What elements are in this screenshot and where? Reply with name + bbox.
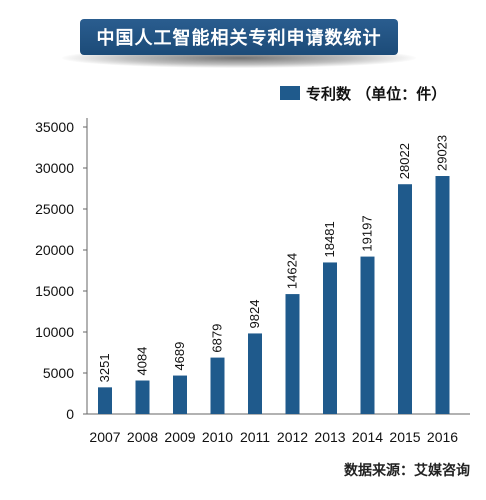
legend-label: 专利数 （单位：件）: [306, 85, 446, 103]
data-label: 3251: [97, 353, 112, 382]
x-tick-label: 2008: [127, 429, 158, 445]
x-tick-label: 2009: [164, 429, 195, 445]
bar: [285, 294, 300, 414]
data-label: 6879: [210, 324, 225, 353]
source-note: 数据来源：艾媒咨询: [344, 463, 470, 479]
x-tick-label: 2015: [389, 429, 420, 445]
legend-swatch: [280, 86, 300, 100]
y-tick-label: 15000: [35, 283, 74, 299]
y-tick-label: 25000: [35, 201, 74, 217]
data-label: 4084: [135, 347, 150, 376]
data-label: 28022: [397, 143, 412, 179]
bar: [398, 184, 412, 414]
bar: [135, 380, 150, 414]
x-tick-label: 2007: [89, 429, 120, 445]
bar: [210, 357, 225, 414]
x-tick-label: 2010: [202, 429, 233, 445]
title-area: 中国人工智能相关专利申请数统计: [0, 0, 486, 80]
x-tick-label: 2016: [427, 429, 458, 445]
bar: [173, 375, 187, 414]
x-tick-label: 2012: [277, 429, 308, 445]
data-label: 14624: [285, 253, 300, 289]
data-label: 9824: [247, 300, 262, 329]
chart-title: 中国人工智能相关专利申请数统计: [80, 19, 398, 55]
bar: [435, 176, 450, 414]
y-tick-label: 0: [66, 406, 74, 422]
data-label: 4689: [172, 342, 187, 371]
x-tick-label: 2013: [314, 429, 345, 445]
y-tick-label: 10000: [35, 324, 74, 340]
bar: [360, 256, 375, 414]
bar: [248, 333, 262, 414]
data-label: 18481: [322, 221, 337, 257]
data-label: 19197: [360, 215, 375, 251]
bar: [98, 387, 112, 414]
x-tick-label: 2011: [240, 429, 270, 445]
y-tick-label: 35000: [35, 119, 74, 135]
bar: [323, 262, 337, 414]
y-tick-label: 5000: [43, 365, 74, 381]
data-label: 29023: [435, 135, 450, 171]
y-tick-label: 30000: [35, 160, 74, 176]
y-tick-label: 20000: [35, 242, 74, 258]
x-tick-label: 2014: [352, 429, 383, 445]
